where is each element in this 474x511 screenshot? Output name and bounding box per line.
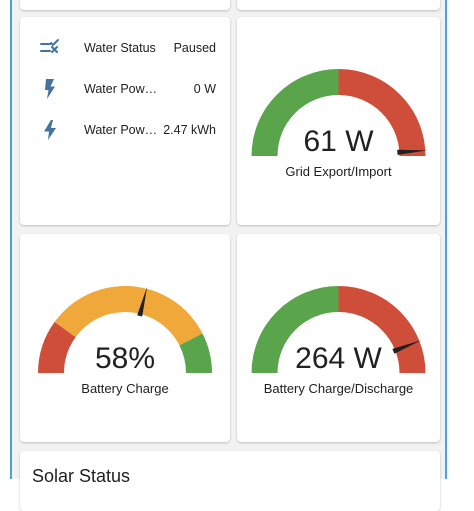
flash-icon [44, 120, 56, 140]
gauge-card-battery-charge[interactable]: 58% Battery Charge [20, 234, 230, 442]
gauge-segment [54, 286, 203, 346]
gauge-segment [251, 69, 339, 156]
entity-name: Water Status [84, 41, 156, 55]
flash-icon [45, 79, 55, 99]
gauge-card-grid-export-import[interactable]: 61 W Grid Export/Import [237, 17, 440, 225]
entity-name: Water Powe… [84, 123, 160, 137]
gauge-dial [251, 286, 426, 373]
water-status-icon [40, 39, 59, 53]
gauge-segment [338, 69, 426, 156]
gauge-needle [392, 340, 422, 354]
gauge-segment [179, 333, 212, 373]
gauge-dial [251, 69, 428, 156]
entity-state: Paused [173, 41, 216, 55]
gauge-label: Battery Charge [81, 381, 169, 396]
gauge-segment [251, 286, 339, 373]
dashboard-frame: Water Status Paused Water Power Now 0 W … [10, 0, 447, 511]
top-left-card [20, 0, 230, 10]
gauge-label: Grid Export/Import [285, 164, 392, 179]
entity-state: 2.47 kWh [163, 123, 216, 137]
gauge-value: 61 W [303, 125, 374, 158]
top-right-card [237, 0, 440, 10]
gauge-label: Battery Charge/Discharge [263, 381, 414, 396]
gauge-segment [338, 286, 426, 373]
entity-row-water-power-now[interactable]: Water Power Now 0 W [20, 74, 230, 104]
gauge-value: 58% [94, 342, 156, 375]
gauge-segment [38, 321, 76, 373]
gauge-needle [397, 149, 428, 155]
gauge-needle [137, 286, 148, 317]
entity-row-water-power-energy[interactable]: Water Powe… 2.47 kWh [20, 115, 230, 145]
gauge-value: 264 W [295, 342, 382, 375]
section-title: Solar Status [32, 466, 131, 486]
entity-row-water-status[interactable]: Water Status Paused [20, 33, 230, 63]
entity-name: Water Power Now [84, 82, 160, 96]
gauge-dial [38, 286, 212, 373]
entities-card: Water Status Paused Water Power Now 0 W … [20, 17, 230, 225]
entity-state: 0 W [193, 82, 216, 96]
gauge-card-battery-charge-discharge[interactable]: 264 W Battery Charge/Discharge [237, 234, 440, 442]
